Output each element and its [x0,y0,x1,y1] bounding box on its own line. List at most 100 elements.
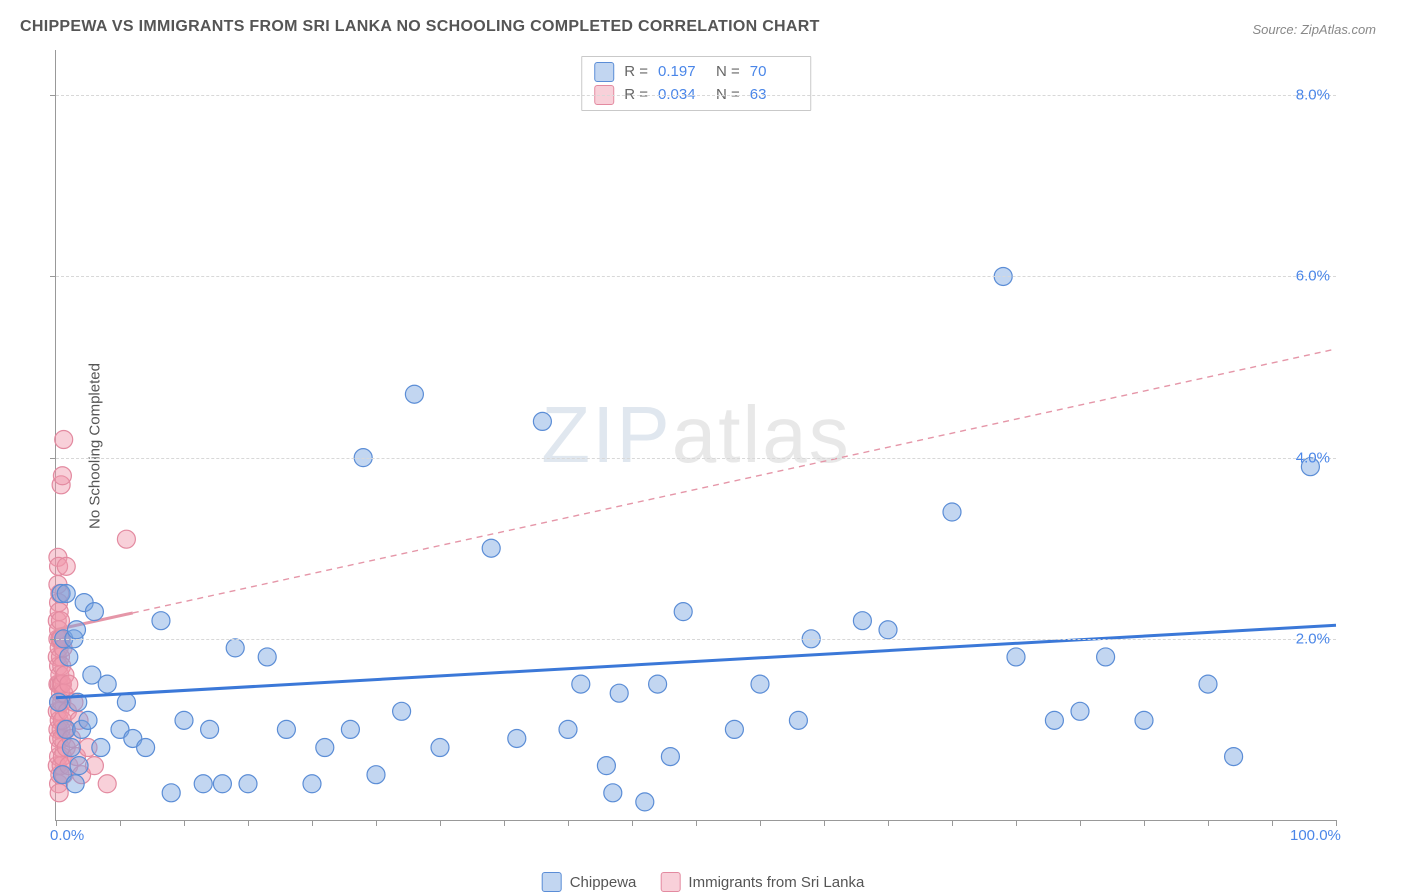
source-attribution: Source: ZipAtlas.com [1252,22,1376,37]
data-point [1071,702,1089,720]
x-tick [1208,820,1209,826]
x-tick [440,820,441,826]
data-point [431,739,449,757]
data-point [226,639,244,657]
data-point [649,675,667,693]
data-point [62,739,80,757]
data-point [98,675,116,693]
data-point [303,775,321,793]
data-point [316,739,334,757]
data-point [1007,648,1025,666]
grid-line [56,95,1336,96]
data-point [1225,748,1243,766]
plot-area: ZIPatlas R = 0.197 N = 70 R = 0.034 N = … [55,50,1336,821]
data-point [636,793,654,811]
data-point [572,675,590,693]
data-point [1199,675,1217,693]
y-tick-label: 2.0% [1296,630,1330,647]
legend-label-2: Immigrants from Sri Lanka [688,874,864,891]
data-point [152,612,170,630]
x-tick [184,820,185,826]
x-tick [120,820,121,826]
grid-line [56,276,1336,277]
data-point [201,720,219,738]
chart-container: CHIPPEWA VS IMMIGRANTS FROM SRI LANKA NO… [0,0,1406,892]
data-point [1045,711,1063,729]
data-point [194,775,212,793]
data-point [508,729,526,747]
data-point [60,648,78,666]
chart-title: CHIPPEWA VS IMMIGRANTS FROM SRI LANKA NO… [20,18,820,36]
x-tick [56,820,57,826]
x-tick [1016,820,1017,826]
data-point [55,431,73,449]
data-point [92,739,110,757]
data-point [943,503,961,521]
data-point [853,612,871,630]
x-tick [888,820,889,826]
data-point [1135,711,1153,729]
y-tick-label: 6.0% [1296,268,1330,285]
grid-line [56,458,1336,459]
data-point [277,720,295,738]
x-tick [1144,820,1145,826]
x-tick [760,820,761,826]
data-point [1097,648,1115,666]
data-point [162,784,180,802]
data-point [60,675,78,693]
grid-line [56,639,1336,640]
y-tick-label: 8.0% [1296,87,1330,104]
x-tick [1336,820,1337,826]
data-point [533,412,551,430]
x-tick [376,820,377,826]
x-tick [1080,820,1081,826]
y-tick [50,458,56,459]
x-tick [568,820,569,826]
data-point [213,775,231,793]
data-point [137,739,155,757]
x-tick [1272,820,1273,826]
data-point [98,775,116,793]
data-point [258,648,276,666]
data-point [79,711,97,729]
trend-line-dash [133,349,1336,613]
x-tick [248,820,249,826]
y-tick [50,95,56,96]
y-tick-label: 4.0% [1296,449,1330,466]
data-point [66,775,84,793]
data-point [482,539,500,557]
data-point [879,621,897,639]
x-tick [696,820,697,826]
data-point [751,675,769,693]
data-point [239,775,257,793]
y-tick [50,276,56,277]
y-tick [50,639,56,640]
data-point [789,711,807,729]
x-tick [952,820,953,826]
legend-swatch-1 [542,872,562,892]
data-point [661,748,679,766]
legend-swatch-2 [660,872,680,892]
data-point [57,557,75,575]
legend-item-1: Chippewa [542,872,637,892]
x-tick [824,820,825,826]
data-point [67,621,85,639]
data-point [53,467,71,485]
data-point [341,720,359,738]
x-tick-label: 0.0% [50,827,84,844]
data-point [725,720,743,738]
data-point [405,385,423,403]
data-point [70,757,88,775]
data-point [57,585,75,603]
data-point [597,757,615,775]
legend-label-1: Chippewa [570,874,637,891]
x-tick [632,820,633,826]
scatter-svg [56,50,1336,820]
data-point [604,784,622,802]
x-tick [504,820,505,826]
data-point [50,784,68,802]
data-point [610,684,628,702]
data-point [393,702,411,720]
legend-item-2: Immigrants from Sri Lanka [660,872,864,892]
x-tick [312,820,313,826]
